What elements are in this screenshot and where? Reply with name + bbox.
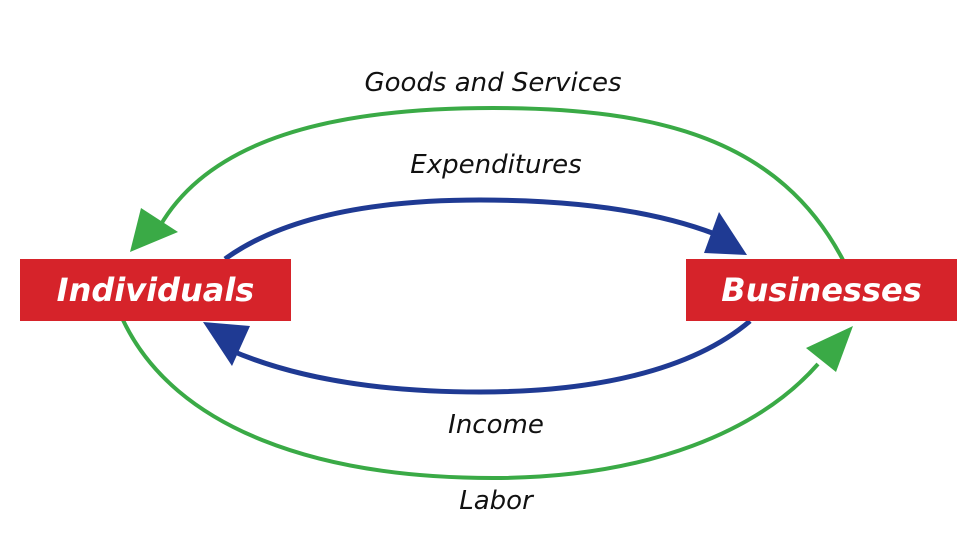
labor-arrowhead [806, 326, 853, 372]
income-arc [229, 319, 752, 395]
labor-label: Labor [459, 486, 533, 516]
expenditures-arrowhead [704, 212, 747, 255]
goods-services-arc [158, 105, 845, 261]
income-label: Income [448, 410, 544, 440]
businesses-box: Businesses [686, 259, 957, 321]
goods-services-label: Goods and Services [364, 68, 622, 98]
expenditures-arc [223, 197, 726, 262]
expenditures-label: Expenditures [410, 150, 582, 180]
individuals-label: Individuals [56, 271, 255, 309]
businesses-label: Businesses [721, 271, 922, 309]
goods-services-arrowhead [130, 208, 178, 252]
labor-arc [121, 319, 820, 481]
individuals-box: Individuals [20, 259, 291, 321]
income-arrowhead [203, 322, 250, 366]
